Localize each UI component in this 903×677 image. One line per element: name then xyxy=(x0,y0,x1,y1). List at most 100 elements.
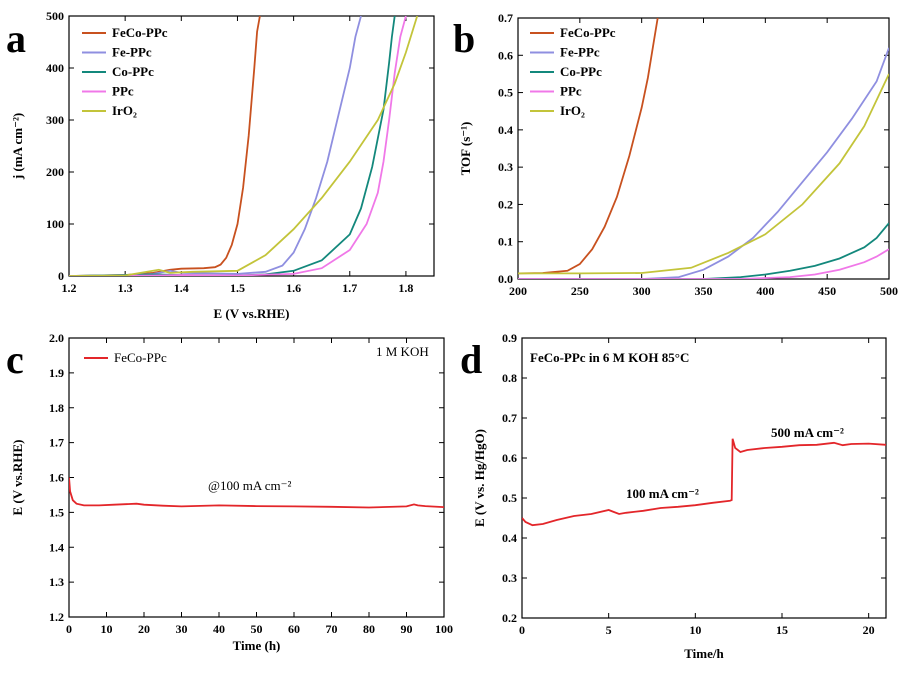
x-tick-label: 250 xyxy=(571,284,589,298)
series-line-feco-ppc xyxy=(518,18,659,275)
x-tick-label: 70 xyxy=(326,622,338,636)
y-axis-label: E (V vs. Hg/HgO) xyxy=(472,429,487,527)
x-tick-label: 1.5 xyxy=(230,281,245,295)
y-tick-label: 0.8 xyxy=(502,371,517,385)
series-line-feco-ppc xyxy=(522,438,886,527)
y-tick-label: 0.2 xyxy=(498,197,513,211)
legend-label: PPc xyxy=(560,84,582,99)
series-line-iro- xyxy=(518,73,889,275)
chart-b: b 200 250 300 350 400 450 500 0.0 0.1 0.2 0.3 0.4 0.5… xyxy=(453,11,898,298)
x-tick-label: 1.2 xyxy=(62,281,77,295)
y-tick-label: 0.3 xyxy=(502,571,517,585)
y-tick-label: 200 xyxy=(46,165,64,179)
panel-letter: c xyxy=(6,337,24,382)
y-tick-label: 500 xyxy=(46,9,64,23)
x-tick-label: 100 xyxy=(435,622,453,636)
series-line-ppc xyxy=(69,16,407,276)
annotation-current-high: 500 mA cm⁻² xyxy=(771,425,844,440)
x-tick-label: 1.7 xyxy=(342,281,357,295)
y-tick-label: 1.8 xyxy=(49,401,64,415)
y-tick-label: 0.7 xyxy=(498,11,513,25)
x-tick-label: 0 xyxy=(66,622,72,636)
annotation-current: @100 mA cm⁻² xyxy=(208,478,291,493)
annotation-current-low: 100 mA cm⁻² xyxy=(626,486,699,501)
legend-label: FeCo-PPc xyxy=(112,25,168,40)
y-tick-label: 1.4 xyxy=(49,540,64,554)
y-tick-label: 0.4 xyxy=(498,123,513,137)
y-tick-label: 1.3 xyxy=(49,575,64,589)
y-tick-label: 0.0 xyxy=(498,272,513,286)
x-axis-label: E (V vs.RHE) xyxy=(214,306,290,321)
x-tick-label: 1.6 xyxy=(286,281,301,295)
legend-label: Co-PPc xyxy=(560,64,602,79)
x-tick-label: 500 xyxy=(880,284,898,298)
y-axis-label: TOF (s⁻¹) xyxy=(458,122,473,176)
x-tick-label: 0 xyxy=(519,623,525,637)
y-tick-label: 0.4 xyxy=(502,531,517,545)
plot-frame xyxy=(521,337,887,619)
y-tick-label: 1.7 xyxy=(49,436,64,450)
y-axis-label: j (mA cm⁻²) xyxy=(10,113,25,180)
x-tick-label: 300 xyxy=(633,284,651,298)
series-line-iro- xyxy=(69,16,419,276)
panel-letter: d xyxy=(460,337,482,382)
x-tick-label: 50 xyxy=(251,622,263,636)
x-tick-label: 450 xyxy=(818,284,836,298)
x-tick-label: 1.3 xyxy=(118,281,133,295)
series-line-fe-ppc xyxy=(69,16,362,276)
chart-a: a 1.2 1.3 1.4 1.5 1.6 1.7 1.8 0 100 200 300 400 500 E … xyxy=(6,9,435,321)
x-tick-label: 40 xyxy=(213,622,225,636)
annotation-electrolyte: 1 M KOH xyxy=(376,344,429,359)
y-tick-label: 1.9 xyxy=(49,366,64,380)
x-tick-label: 30 xyxy=(176,622,188,636)
y-tick-label: 1.5 xyxy=(49,505,64,519)
chart-d: d 0 5 10 15 20 0.2 0.3 0.4 0.5 0.6 0.7 0.8 0.9 Time/h E… xyxy=(460,331,887,661)
legend-label: Fe-PPc xyxy=(560,45,600,60)
x-tick-label: 10 xyxy=(101,622,113,636)
y-tick-label: 1.2 xyxy=(49,610,64,624)
x-tick-label: 5 xyxy=(606,623,612,637)
series-line-ppc xyxy=(518,248,889,279)
legend-label: IrO₂ xyxy=(112,103,137,118)
chart-c: c 0 10 20 30 40 50 60 70 80 90 100 1.2 1.3 1.4 1.5 1.6 1.… xyxy=(6,331,453,653)
y-tick-label: 0.6 xyxy=(502,451,517,465)
x-tick-label: 60 xyxy=(288,622,300,636)
x-tick-label: 15 xyxy=(776,623,788,637)
x-tick-label: 1.4 xyxy=(174,281,189,295)
panel-letter: a xyxy=(6,16,26,61)
y-tick-label: 0.2 xyxy=(502,611,517,625)
y-tick-label: 1.6 xyxy=(49,471,64,485)
x-tick-label: 200 xyxy=(509,284,527,298)
y-tick-label: 0.1 xyxy=(498,235,513,249)
x-tick-label: 400 xyxy=(756,284,774,298)
y-tick-label: 0.3 xyxy=(498,160,513,174)
x-tick-label: 80 xyxy=(363,622,375,636)
y-tick-label: 100 xyxy=(46,217,64,231)
legend-label: PPc xyxy=(112,84,134,99)
x-axis-label: Time/h xyxy=(684,646,724,661)
legend-label: Co-PPc xyxy=(112,64,154,79)
y-tick-label: 2.0 xyxy=(49,331,64,345)
x-tick-label: 90 xyxy=(401,622,413,636)
series-line-feco-ppc xyxy=(69,16,261,276)
y-tick-label: 400 xyxy=(46,61,64,75)
x-tick-label: 20 xyxy=(863,623,875,637)
legend-label: FeCo-PPc xyxy=(114,350,167,365)
y-tick-label: 0.9 xyxy=(502,331,517,345)
y-tick-label: 0.7 xyxy=(502,411,517,425)
y-tick-label: 0 xyxy=(58,269,64,283)
legend-label: IrO₂ xyxy=(560,103,585,118)
x-tick-label: 10 xyxy=(689,623,701,637)
legend-label: Fe-PPc xyxy=(112,45,152,60)
legend-label: FeCo-PPc xyxy=(560,25,616,40)
series-line-fe-ppc xyxy=(518,47,889,279)
y-tick-label: 0.6 xyxy=(498,48,513,62)
x-tick-label: 20 xyxy=(138,622,150,636)
series-line-feco-ppc xyxy=(69,477,444,509)
y-tick-label: 0.5 xyxy=(502,491,517,505)
y-axis-label: E (V vs.RHE) xyxy=(10,440,25,516)
y-tick-label: 0.5 xyxy=(498,86,513,100)
chart-title: FeCo-PPc in 6 M KOH 85°C xyxy=(530,350,689,365)
y-tick-label: 300 xyxy=(46,113,64,127)
